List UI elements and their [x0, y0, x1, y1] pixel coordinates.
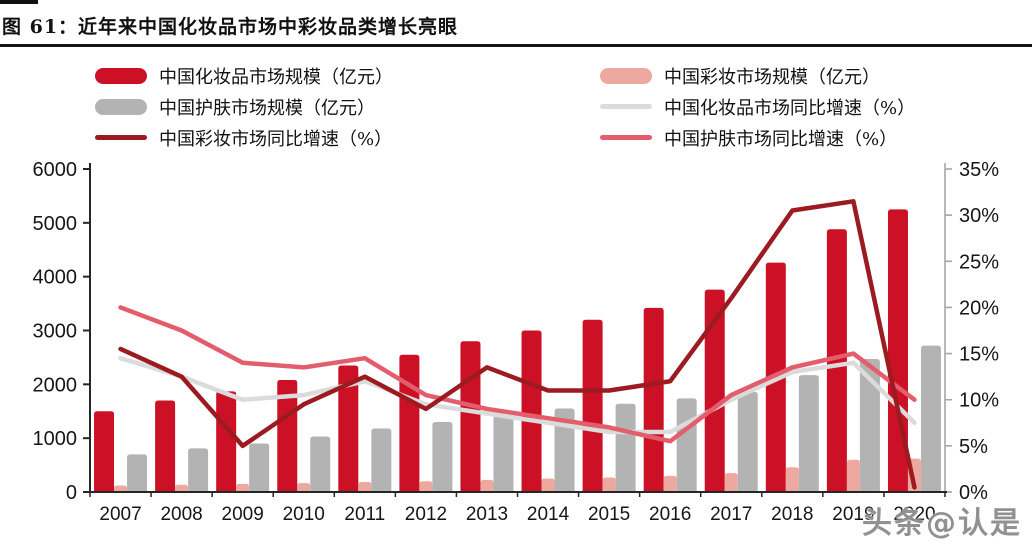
- bar-color_makeup_size-2010: [297, 483, 311, 492]
- legend-label: 中国彩妆市场规模（亿元）: [664, 66, 880, 88]
- bar-color_makeup_size-2016: [663, 475, 677, 492]
- x-axis-year-label: 2020: [893, 504, 935, 525]
- bar-color_makeup_size-2007: [114, 485, 128, 492]
- gray-bar-swatch-icon: [95, 98, 147, 115]
- bar-color_makeup_size-2011: [358, 482, 372, 492]
- bar-skincare_size-2020: [920, 345, 941, 492]
- bar-cosmetics_size-2017: [704, 289, 725, 492]
- x-axis-year-label: 2019: [832, 504, 874, 525]
- x-axis-year-label: 2015: [588, 504, 630, 525]
- right-axis-tick-label: 0%: [959, 482, 988, 504]
- left-axis-tick-label: 2000: [33, 374, 78, 396]
- bar-skincare_size-2007: [127, 454, 148, 492]
- legend-item-skincare-size: 中国护肤市场规模（亿元）: [95, 94, 600, 120]
- bar-color_makeup_size-2015: [602, 477, 616, 492]
- line-skincare_growth: [118, 305, 917, 444]
- bar-cosmetics_size-2014: [521, 330, 542, 492]
- bar-cosmetics_size-2011: [338, 365, 359, 492]
- x-axis-year-label: 2009: [222, 504, 264, 525]
- line-cosmetics_growth: [118, 355, 917, 435]
- legend-item-cosmetics-growth: 中国化妆品市场同比增速（%）: [600, 94, 915, 120]
- bar-skincare_size-2017: [737, 391, 758, 492]
- bar-skincare_size-2011: [371, 428, 392, 492]
- bar-color_makeup_size-2014: [541, 478, 555, 492]
- bar-color_makeup_size-2009: [236, 483, 250, 492]
- legend-label: 中国护肤市场同比增速（%）: [664, 128, 898, 150]
- x-axis-year-label: 2017: [710, 504, 752, 525]
- bar-skincare_size-2018: [798, 375, 819, 492]
- chart-title: 图 61：近年来中国化妆品市场中彩妆品类增长亮眼: [2, 16, 459, 38]
- bar-cosmetics_size-2015: [582, 319, 603, 492]
- x-axis-year-label: 2013: [466, 504, 508, 525]
- left-axis-tick-label: 3000: [33, 321, 78, 343]
- right-axis-tick-label: 20%: [959, 297, 999, 319]
- crop-artifact: [0, 0, 38, 4]
- chart-legend: 中国化妆品市场规模（亿元） 中国彩妆市场规模（亿元） 中国护肤市场规模（亿元） …: [95, 60, 915, 153]
- right-axis-tick-label: 25%: [959, 251, 999, 273]
- right-axis-tick-label: 10%: [959, 390, 999, 412]
- bar-skincare_size-2009: [249, 443, 270, 492]
- x-axis-year-label: 2011: [344, 504, 385, 525]
- bar-cosmetics_size-2013: [460, 341, 481, 492]
- bar-cosmetics_size-2019: [826, 229, 847, 492]
- bar-skincare_size-2014: [554, 408, 575, 492]
- bar-cosmetics_size-2016: [643, 307, 664, 492]
- left-axis-tick-label: 6000: [33, 159, 78, 181]
- x-axis-year-label: 2018: [771, 504, 813, 525]
- darkred-line-swatch-icon: [95, 135, 147, 140]
- line-color_makeup_growth: [118, 199, 917, 490]
- gray-line-swatch-icon: [600, 104, 652, 109]
- x-axis-year-label: 2008: [160, 504, 202, 525]
- bar-cosmetics_size-2020: [887, 209, 908, 492]
- left-axis-tick-label: 0: [66, 482, 77, 504]
- bar-cosmetics_size-2007: [94, 411, 115, 492]
- legend-item-colormakeup-size: 中国彩妆市场规模（亿元）: [600, 63, 915, 89]
- left-axis-tick-label: 1000: [33, 428, 78, 450]
- bar-skincare_size-2013: [493, 416, 514, 492]
- legend-label: 中国护肤市场规模（亿元）: [159, 97, 375, 119]
- legend-item-cosmetics-size: 中国化妆品市场规模（亿元）: [95, 63, 600, 89]
- legend-label: 中国化妆品市场规模（亿元）: [159, 66, 393, 88]
- bar-cosmetics_size-2008: [155, 400, 176, 492]
- x-axis-year-label: 2016: [649, 504, 691, 525]
- bar-color_makeup_size-2012: [419, 481, 433, 492]
- bar-color_makeup_size-2008: [175, 484, 189, 492]
- x-axis-year-label: 2007: [99, 504, 141, 525]
- bar-skincare_size-2015: [615, 403, 636, 492]
- bar-skincare_size-2008: [188, 448, 209, 492]
- left-axis-tick-label: 4000: [33, 267, 78, 289]
- bar-skincare_size-2010: [310, 436, 331, 492]
- legend-item-colormakeup-growth: 中国彩妆市场同比增速（%）: [95, 125, 600, 151]
- watermark: 头条@认是: [862, 506, 1022, 541]
- bar-cosmetics_size-2010: [277, 380, 298, 492]
- x-axis-year-label: 2010: [283, 504, 325, 525]
- legend-label: 中国化妆品市场同比增速（%）: [664, 97, 916, 119]
- bar-color_makeup_size-2013: [480, 479, 494, 492]
- legend-label: 中国彩妆市场同比增速（%）: [159, 128, 393, 150]
- bar-color_makeup_size-2019: [846, 459, 860, 492]
- bar-color_makeup_size-2018: [785, 467, 799, 492]
- bar-skincare_size-2016: [676, 398, 697, 492]
- pink-line-swatch-icon: [600, 135, 652, 140]
- red-bar-swatch-icon: [95, 67, 147, 84]
- bar-cosmetics_size-2012: [399, 354, 420, 492]
- title-divider: [0, 44, 1032, 47]
- legend-item-skincare-growth: 中国护肤市场同比增速（%）: [600, 125, 915, 151]
- bar-skincare_size-2012: [432, 422, 453, 492]
- x-axis-year-label: 2012: [405, 504, 447, 525]
- pink-bar-swatch-icon: [600, 67, 652, 84]
- right-axis-tick-label: 30%: [959, 205, 999, 227]
- bar-color_makeup_size-2017: [724, 473, 738, 492]
- bar-skincare_size-2019: [859, 359, 880, 492]
- right-axis-tick-label: 35%: [959, 159, 999, 181]
- left-axis-tick-label: 5000: [33, 213, 78, 235]
- right-axis-tick-label: 5%: [959, 436, 988, 458]
- x-axis-year-label: 2014: [527, 504, 570, 525]
- bar-cosmetics_size-2009: [216, 391, 237, 492]
- right-axis-tick-label: 15%: [959, 344, 999, 366]
